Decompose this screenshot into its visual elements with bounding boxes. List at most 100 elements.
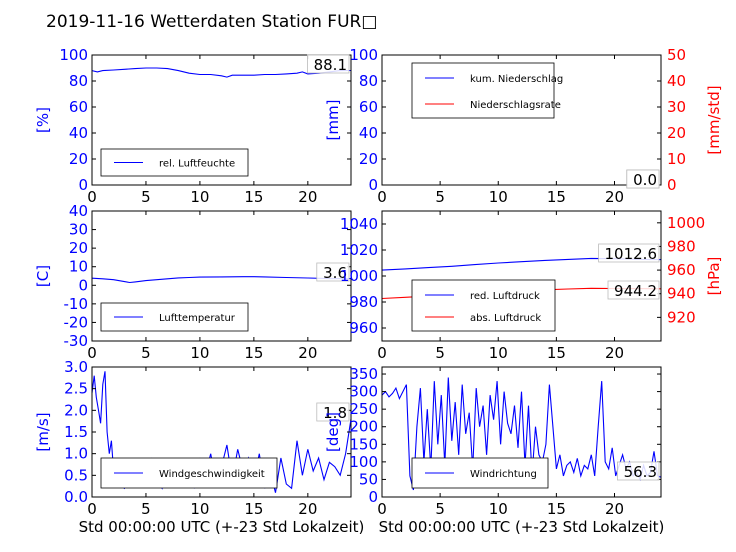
y-tick-label: 1000	[340, 267, 378, 285]
y-tick-label: 250	[349, 400, 378, 418]
panel-wind_speed: 0 5 10 15 20 0.0 0.5 1.0 1.5 2.0 2.5 3.0 [m/s] Std 00…	[34, 358, 364, 536]
legend-temperature: Lufttemperatur	[100, 302, 249, 332]
y2-tick-label: 1000	[667, 214, 705, 232]
y-axis-label: [mm]	[324, 100, 342, 141]
legend-pressure: red. Luftdruck abs. Luftdruck	[411, 279, 556, 332]
x-tick-label: 20	[605, 500, 624, 518]
x-tick-label: 10	[489, 188, 508, 206]
y-tick-label: -30	[64, 332, 89, 350]
x-tick-label: 10	[190, 500, 209, 518]
value-annotation: 1.8	[323, 404, 347, 422]
y-tick-label: 350	[349, 365, 378, 383]
y-tick-label: 300	[349, 383, 378, 401]
x-tick-label: 5	[141, 188, 151, 206]
y-tick-label: 80	[359, 72, 378, 90]
x-tick-label: 5	[435, 344, 445, 362]
value-annotation: 944.2	[614, 282, 657, 300]
x-tick-label: 15	[547, 188, 566, 206]
y2-tick-label: 960	[667, 261, 696, 279]
x-tick-label: 0	[87, 344, 97, 362]
y-tick-label: 0.5	[64, 466, 88, 484]
x-tick-label: 0	[87, 500, 97, 518]
y-tick-label: 2.5	[64, 380, 88, 398]
legend-precip: kum. Niederschlag Niederschlagsrate	[411, 62, 563, 119]
legend-box	[100, 457, 278, 489]
figure-title: 2019-11-16 Wetterdaten Station FUR□	[46, 12, 377, 32]
value-annotation-box	[626, 169, 660, 189]
y-tick-label: 0	[368, 488, 378, 506]
x-tick-label: 0	[377, 188, 387, 206]
legend-box	[411, 62, 555, 119]
y-tick-label: 0	[78, 176, 88, 194]
x-tick-label: 20	[298, 188, 317, 206]
x-tick-label: 20	[298, 500, 317, 518]
x-tick-label: 10	[489, 500, 508, 518]
y-axis-label: [m/s]	[34, 412, 52, 451]
y-tick-label: 60	[359, 98, 378, 116]
legend-label: Windgeschwindigkeit	[159, 469, 265, 480]
y-tick-label: 980	[349, 293, 378, 311]
legend-humidity: rel. Luftfeuchte	[100, 148, 249, 177]
legend-label: Windrichtung	[470, 469, 537, 480]
value-annotation: 88.1	[314, 56, 347, 74]
legend-label: Niederschlagsrate	[470, 100, 561, 111]
y2-tick-label: 40	[667, 72, 686, 90]
x-axis-label: Std 00:00:00 UTC (+-23 Std Lokalzeit)	[379, 518, 665, 536]
panel-pressure: 0 5 10 15 20 960 980 1000 1020 1040 920 940 960 980 10…	[340, 210, 723, 362]
x-tick-label: 15	[547, 344, 566, 362]
y-tick-label: 200	[349, 418, 378, 436]
x-tick-label: 5	[435, 188, 445, 206]
y-tick-label: 1.0	[64, 445, 88, 463]
y-tick-label: 100	[349, 46, 378, 64]
y-tick-label: 960	[349, 319, 378, 337]
x-tick-label: 0	[377, 500, 387, 518]
legend-wind_speed: Windgeschwindigkeit	[100, 457, 278, 489]
legend-label: kum. Niederschlag	[470, 74, 563, 85]
legend-box	[411, 279, 556, 332]
x-tick-label: 20	[605, 344, 624, 362]
x-tick-label: 20	[298, 344, 317, 362]
y-tick-label: 20	[69, 150, 88, 168]
y-axis-label: [C]	[34, 265, 52, 287]
value-annotation-box	[607, 280, 660, 300]
x-tick-label: 10	[190, 344, 209, 362]
series-line-temperature-0	[91, 276, 351, 284]
y-axis-label: [deg]	[324, 412, 342, 452]
x-tick-label: 20	[605, 188, 624, 206]
y-tick-label: 0	[78, 276, 88, 294]
y2-tick-label: 980	[667, 237, 696, 255]
plot-frame-precip	[381, 54, 662, 186]
legend-label: red. Luftdruck	[470, 291, 540, 302]
x-tick-label: 15	[547, 500, 566, 518]
legend-label: Lufttemperatur	[159, 313, 236, 324]
x-tick-label: 10	[489, 344, 508, 362]
panel-temperature: 0 5 10 15 20-30-20-10010203040[C]Lufttempera…	[34, 202, 352, 362]
y-tick-label: -20	[64, 313, 89, 331]
y2-tick-label: 940	[667, 285, 696, 303]
legend-label: abs. Luftdruck	[470, 313, 541, 324]
y2-axis-label: [hPa]	[705, 257, 723, 296]
x-tick-label: 0	[377, 344, 387, 362]
x-tick-label: 15	[244, 188, 263, 206]
y2-axis-label: [mm/std]	[705, 85, 723, 154]
series-line-wind_dir-0	[381, 377, 662, 491]
y-axis-label: [%]	[34, 107, 52, 133]
y-tick-label: 40	[69, 124, 88, 142]
y2-tick-label: 30	[667, 98, 686, 116]
y-tick-label: 60	[69, 98, 88, 116]
y2-tick-label: 50	[667, 46, 686, 64]
value-annotation-box	[306, 54, 350, 74]
y-tick-label: -10	[64, 295, 89, 313]
value-annotation-box	[598, 243, 660, 263]
y-tick-label: 1.5	[64, 423, 88, 441]
y2-tick-label: 10	[667, 150, 686, 168]
plot-frame-temperature	[91, 210, 352, 342]
x-tick-label: 5	[435, 500, 445, 518]
x-tick-label: 5	[141, 500, 151, 518]
x-tick-label: 15	[244, 500, 263, 518]
value-annotation: 0.0	[633, 171, 657, 189]
legend-wind_dir: Windrichtung	[411, 457, 549, 489]
x-tick-label: 5	[141, 344, 151, 362]
